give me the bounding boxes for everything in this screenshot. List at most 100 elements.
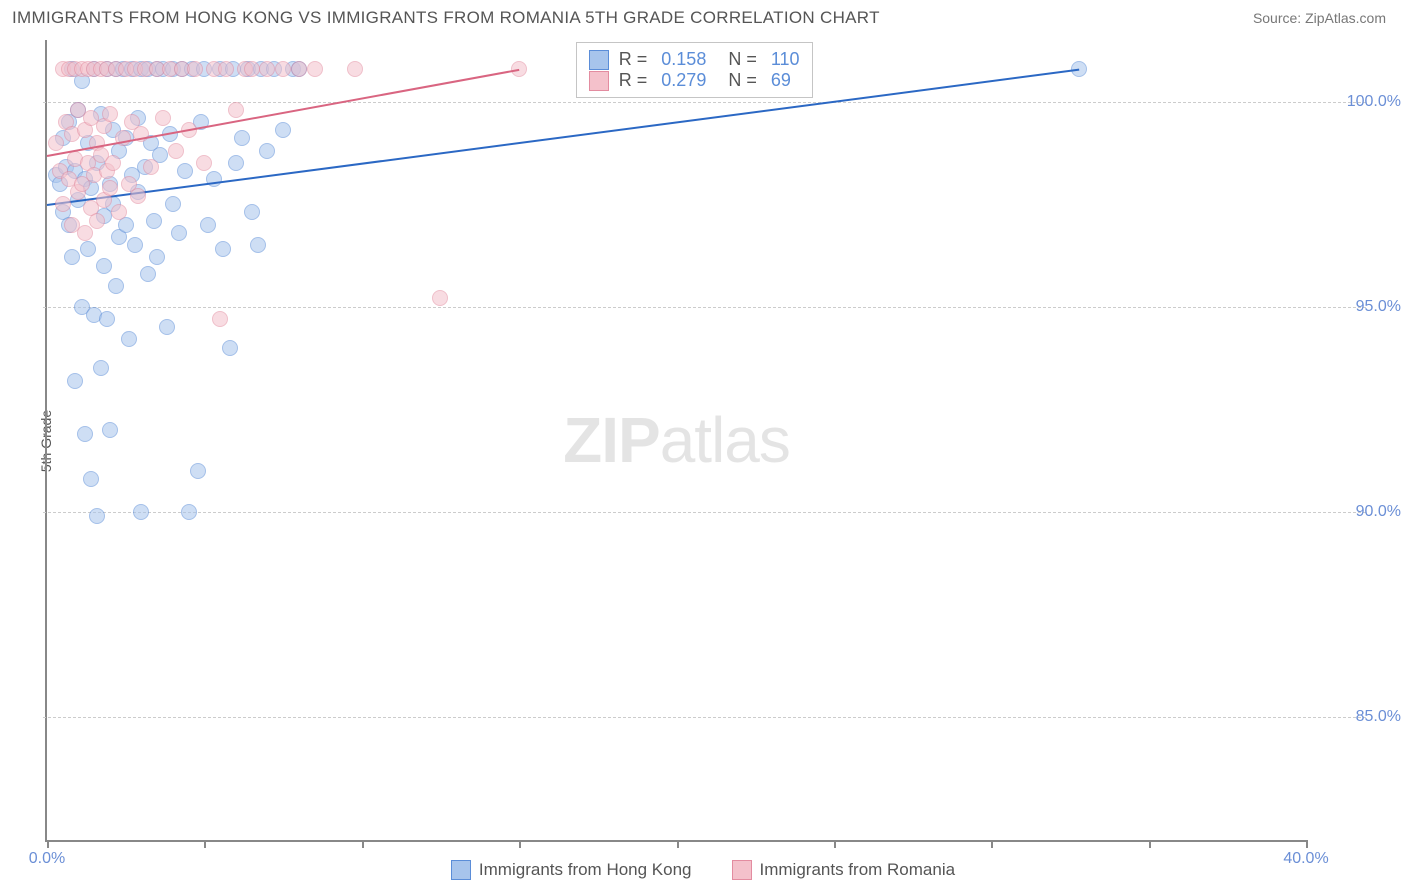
scatter-point [244, 61, 260, 77]
scatter-point [67, 373, 83, 389]
scatter-point [102, 422, 118, 438]
scatter-point [133, 504, 149, 520]
scatter-point [96, 258, 112, 274]
scatter-point [155, 110, 171, 126]
y-tick-label: 95.0% [1356, 298, 1401, 316]
watermark-rest: atlas [660, 404, 790, 476]
legend-r-label: R = [619, 49, 648, 70]
legend-n-label: N = [728, 49, 757, 70]
y-tick-label: 90.0% [1356, 503, 1401, 521]
scatter-point [165, 196, 181, 212]
scatter-point [234, 130, 250, 146]
chart-title: IMMIGRANTS FROM HONG KONG VS IMMIGRANTS … [12, 8, 880, 28]
regression-line [47, 69, 1080, 206]
legend-r-value: 0.279 [661, 70, 706, 91]
scatter-point [222, 340, 238, 356]
x-tick [519, 840, 521, 848]
scatter-point [89, 508, 105, 524]
scatter-point [108, 278, 124, 294]
scatter-point [250, 237, 266, 253]
scatter-point [218, 61, 234, 77]
scatter-point [159, 319, 175, 335]
x-tick [204, 840, 206, 848]
scatter-point [64, 249, 80, 265]
legend-n-value: 110 [771, 49, 800, 70]
legend-row: R = 0.279 N = 69 [589, 70, 800, 91]
chart-container: 5th Grade ZIPatlas 85.0%90.0%95.0%100.0%… [45, 40, 1306, 842]
scatter-point [228, 102, 244, 118]
scatter-point [105, 155, 121, 171]
scatter-point [130, 188, 146, 204]
x-tick [1149, 840, 1151, 848]
scatter-point [187, 61, 203, 77]
scatter-point [48, 135, 64, 151]
scatter-point [146, 213, 162, 229]
scatter-point [206, 171, 222, 187]
scatter-point [291, 61, 307, 77]
scatter-point [149, 249, 165, 265]
scatter-point [228, 155, 244, 171]
scatter-point [102, 106, 118, 122]
scatter-point [93, 360, 109, 376]
y-tick-label: 85.0% [1356, 708, 1401, 726]
legend-swatch [451, 860, 471, 880]
gridline [43, 102, 1366, 103]
correlation-legend: R = 0.158 N = 110 R = 0.279 N = 69 [576, 42, 813, 98]
chart-header: IMMIGRANTS FROM HONG KONG VS IMMIGRANTS … [0, 0, 1406, 32]
legend-item: Immigrants from Romania [732, 860, 956, 880]
legend-swatch [589, 71, 609, 91]
scatter-point [275, 61, 291, 77]
scatter-point [171, 225, 187, 241]
x-tick [834, 840, 836, 848]
x-tick [47, 840, 49, 848]
legend-label: Immigrants from Romania [760, 860, 956, 880]
gridline [43, 717, 1366, 718]
scatter-point [307, 61, 323, 77]
legend-n-value: 69 [771, 70, 791, 91]
scatter-point [212, 311, 228, 327]
scatter-point [77, 426, 93, 442]
scatter-point [259, 61, 275, 77]
scatter-point [127, 237, 143, 253]
x-tick [677, 840, 679, 848]
scatter-point [80, 241, 96, 257]
scatter-point [55, 196, 71, 212]
legend-label: Immigrants from Hong Kong [479, 860, 692, 880]
y-tick-label: 100.0% [1347, 93, 1401, 111]
scatter-point [99, 311, 115, 327]
scatter-point [83, 471, 99, 487]
gridline [43, 307, 1366, 308]
plot-area: ZIPatlas 85.0%90.0%95.0%100.0%0.0%40.0%R… [45, 40, 1306, 842]
scatter-point [347, 61, 363, 77]
scatter-point [177, 163, 193, 179]
scatter-point [168, 143, 184, 159]
scatter-point [77, 225, 93, 241]
scatter-point [190, 463, 206, 479]
gridline [43, 512, 1366, 513]
x-tick [991, 840, 993, 848]
watermark: ZIPatlas [563, 403, 790, 477]
legend-row: R = 0.158 N = 110 [589, 49, 800, 70]
scatter-point [215, 241, 231, 257]
scatter-point [259, 143, 275, 159]
watermark-bold: ZIP [563, 404, 660, 476]
legend-n-label: N = [728, 70, 757, 91]
legend-item: Immigrants from Hong Kong [451, 860, 692, 880]
chart-source: Source: ZipAtlas.com [1253, 10, 1386, 26]
scatter-point [140, 266, 156, 282]
scatter-point [143, 159, 159, 175]
legend-swatch [732, 860, 752, 880]
legend-swatch [589, 50, 609, 70]
scatter-point [102, 180, 118, 196]
scatter-point [200, 217, 216, 233]
legend-r-label: R = [619, 70, 648, 91]
x-tick [362, 840, 364, 848]
scatter-point [181, 504, 197, 520]
scatter-point [196, 155, 212, 171]
scatter-point [432, 290, 448, 306]
bottom-legend: Immigrants from Hong Kong Immigrants from… [0, 860, 1406, 880]
scatter-point [275, 122, 291, 138]
scatter-point [244, 204, 260, 220]
scatter-point [89, 213, 105, 229]
legend-r-value: 0.158 [661, 49, 706, 70]
